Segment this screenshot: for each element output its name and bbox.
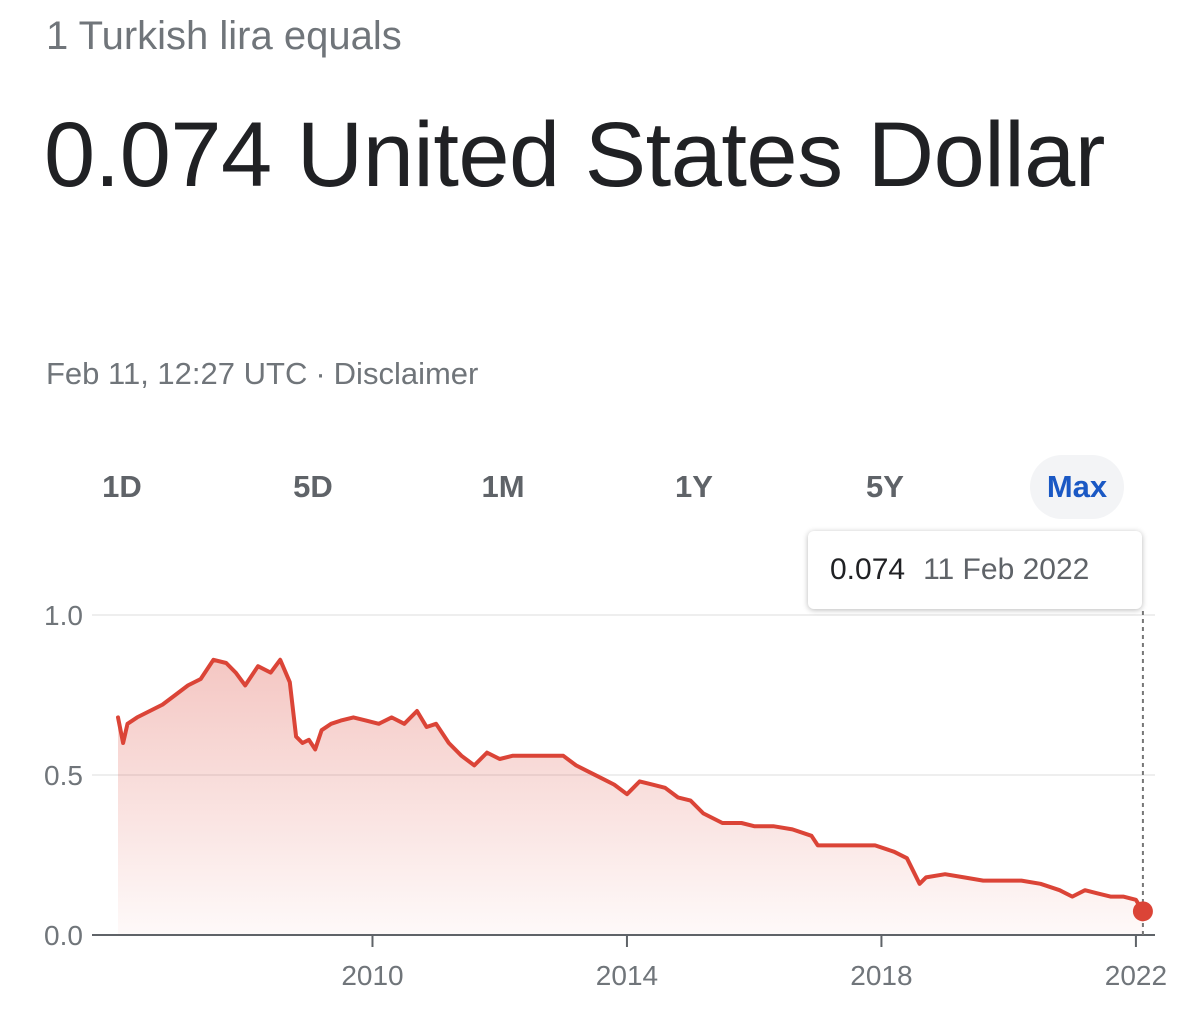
chart-tooltip: 0.074 11 Feb 2022: [808, 531, 1142, 609]
disclaimer-link[interactable]: Disclaimer: [333, 356, 479, 391]
timestamp: Feb 11, 12:27 UTC: [46, 356, 308, 391]
range-tab-5d[interactable]: 5D: [293, 469, 333, 504]
x-tick-label: 2018: [850, 960, 912, 991]
y-tick-label: 0.5: [44, 760, 83, 791]
x-tick-label: 2010: [341, 960, 403, 991]
range-tab-1d[interactable]: 1D: [102, 469, 142, 504]
range-tab-max[interactable]: Max: [1030, 455, 1124, 519]
range-tab-1y[interactable]: 1Y: [675, 469, 713, 504]
tooltip-date: 11 Feb 2022: [923, 553, 1090, 586]
x-tick-label: 2014: [596, 960, 658, 991]
y-tick-label: 1.0: [44, 600, 83, 631]
y-tick-label: 0.0: [44, 920, 83, 951]
series-line: [116, 657, 1145, 914]
tooltip-value: 0.074: [830, 553, 906, 586]
conversion-subtitle: 1 Turkish lira equals: [46, 14, 402, 58]
separator-dot: ·: [315, 356, 326, 391]
series-area: [118, 659, 1143, 935]
current-value-dot: [1132, 901, 1153, 922]
timestamp-line: Feb 11, 12:27 UTC · Disclaimer: [46, 355, 478, 392]
conversion-result: 0.074 United States Dollar: [44, 104, 1105, 206]
range-tab-5y[interactable]: 5Y: [866, 469, 904, 504]
range-tabs: 1D 5D 1M 1Y 5Y Max: [0, 455, 1200, 519]
range-tab-1m[interactable]: 1M: [481, 469, 525, 504]
x-tick-label: 2022: [1105, 960, 1167, 991]
